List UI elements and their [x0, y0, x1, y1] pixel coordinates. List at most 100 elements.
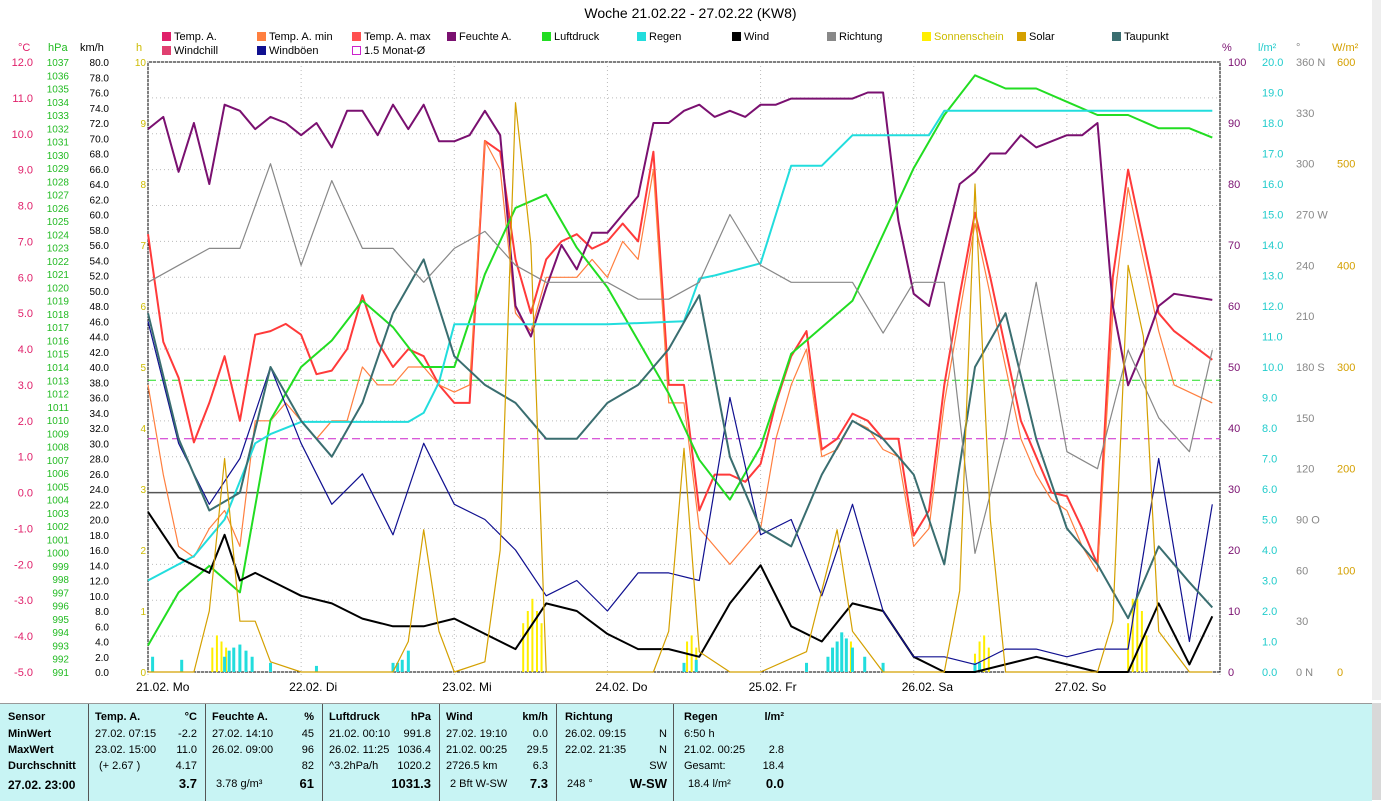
tick-label-rain: 2.0 [1262, 606, 1277, 618]
tick-label-wind: 34.0 [90, 409, 110, 420]
legend-swatch [827, 32, 836, 41]
tick-label-humidity: 40 [1228, 423, 1240, 435]
stats-value: -2.2 [178, 728, 197, 740]
tick-label-temp: 11.0 [12, 93, 33, 105]
stats-unit: % [304, 711, 314, 723]
tick-label-wind: 30.0 [90, 439, 110, 450]
stats-note: 2 Bft W-SW [450, 778, 508, 790]
legend-direction: Richtung [827, 31, 882, 43]
axis-label-pressure: hPa [48, 42, 68, 54]
tick-label-wind: 76.0 [90, 89, 110, 100]
stats-col-sensor: Sensor MinWert MaxWert Durchschnitt 27.0… [0, 704, 89, 801]
tick-label-pressure: 1006 [47, 469, 70, 480]
tick-label-wind: 32.0 [90, 424, 110, 435]
stats-note: ^3.2hPa/h [329, 760, 379, 772]
tick-label-wind: 2.0 [95, 653, 109, 664]
stats-value: N [659, 744, 667, 756]
tick-label-sun: 5 [140, 363, 146, 374]
tick-label-pressure: 1035 [47, 85, 70, 96]
legend-humidity: Feuchte A. [447, 31, 512, 43]
tick-label-wind: 38.0 [90, 378, 110, 389]
tick-label-wind: 8.0 [95, 607, 109, 618]
legend-wind: Wind [732, 31, 769, 43]
tick-label-direction: 270 W [1296, 210, 1328, 222]
weather-chart: 12.011.010.09.08.07.06.05.04.03.02.01.00… [12, 42, 1359, 694]
tick-label-wind: 68.0 [90, 150, 110, 161]
rain-bar [973, 662, 977, 672]
tick-label-pressure: 1011 [47, 403, 69, 414]
sunshine-bar [531, 598, 534, 672]
tick-label-temp: 6.0 [18, 272, 33, 284]
tick-label-direction: 210 [1296, 311, 1314, 323]
tick-label-humidity: 80 [1228, 179, 1240, 191]
legend-label: Windchill [174, 45, 219, 57]
tick-label-solar: 100 [1337, 565, 1355, 577]
tick-label-pressure: 1018 [47, 310, 70, 321]
tick-label-direction: 240 [1296, 260, 1314, 272]
axis-label-humidity: % [1222, 42, 1232, 54]
legend-solar: Solar [1017, 31, 1055, 43]
legend-swatch [352, 46, 361, 55]
tick-label-rain: 3.0 [1262, 576, 1277, 588]
tick-label-rain: 11.0 [1262, 332, 1283, 344]
tick-label-wind: 12.0 [90, 577, 110, 588]
stats-value: 82 [301, 760, 314, 772]
stats-header: Wind [446, 711, 473, 723]
tick-label-pressure: 1005 [47, 482, 70, 493]
sunshine-bar [215, 635, 218, 672]
tick-label-rain: 6.0 [1262, 484, 1277, 496]
stats-header: Richtung [565, 711, 613, 723]
tick-label-wind: 16.0 [90, 546, 110, 557]
tick-label-rain: 5.0 [1262, 515, 1277, 527]
rain-bar [406, 650, 410, 672]
rain-bar [805, 662, 809, 672]
stats-value: 6.3 [532, 760, 548, 772]
sunshine-bar [686, 641, 689, 672]
sunshine-bar [211, 647, 214, 672]
axis-label-solar: W/m² [1332, 42, 1359, 54]
series-solar [148, 102, 1213, 673]
tick-label-temp: -2.0 [14, 559, 33, 571]
legend-label: Richtung [839, 31, 883, 43]
stats-value: 991.8 [403, 728, 431, 740]
tick-label-pressure: 1001 [47, 535, 70, 546]
legend-swatch [922, 32, 931, 41]
tick-label-humidity: 50 [1228, 362, 1240, 374]
stats-header: Feuchte A. [212, 711, 268, 723]
tick-label-wind: 44.0 [90, 333, 110, 344]
tick-label-wind: 70.0 [90, 134, 110, 145]
stats-time: 21.02. 00:10 [329, 728, 391, 740]
plot-area [147, 61, 1221, 673]
tick-label-wind: 10.0 [90, 592, 110, 603]
tick-label-humidity: 10 [1228, 606, 1240, 618]
stats-time: 27.02. 07:15 [95, 728, 157, 740]
tick-label-rain: 14.0 [1262, 240, 1283, 252]
sunshine-bar [540, 623, 543, 672]
legend-temp-max: Temp. A. max [352, 31, 431, 43]
tick-label-pressure: 1033 [47, 111, 70, 122]
legend-average: 1.5 Monat-Ø [352, 45, 425, 57]
tick-label-pressure: 1029 [47, 164, 70, 175]
tick-label-humidity: 90 [1228, 118, 1240, 130]
tick-label-wind: 18.0 [90, 531, 110, 542]
series-temp-a-min [147, 140, 1213, 573]
tick-label-pressure: 1031 [47, 138, 70, 149]
tick-label-wind: 28.0 [90, 455, 110, 466]
tick-label-sun: 2 [140, 546, 146, 557]
tick-label-humidity: 70 [1228, 240, 1240, 252]
tick-label-humidity: 100 [1228, 57, 1246, 69]
tick-label-wind: 60.0 [90, 211, 110, 222]
tick-label-rain: 12.0 [1262, 301, 1283, 313]
legend-label: Sonnenschein [934, 31, 1004, 43]
tick-label-sun: 1 [140, 607, 146, 618]
tick-label-wind: 4.0 [95, 638, 109, 649]
tick-label-wind: 22.0 [90, 500, 110, 511]
sunshine-bar [983, 635, 986, 672]
legend-label: Solar [1029, 31, 1055, 43]
legend-label: Feuchte A. [459, 31, 512, 43]
legend-swatch [162, 46, 171, 55]
rain-bar [244, 650, 248, 672]
rain-bar [844, 638, 848, 672]
tick-label-sun: 3 [140, 485, 146, 496]
stats-current: 0.0 [765, 776, 784, 791]
